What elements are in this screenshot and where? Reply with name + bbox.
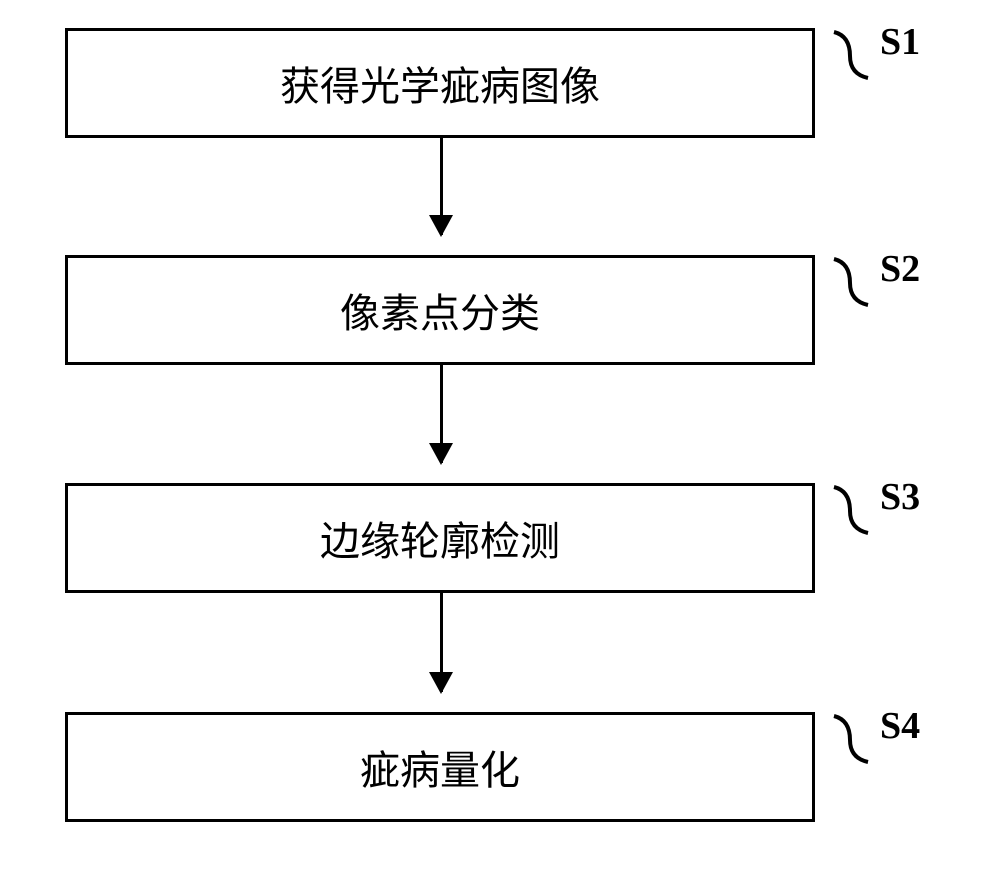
step-text-s3: 边缘轮廓检测 xyxy=(320,509,560,567)
step-box-s1: 获得光学疵病图像 xyxy=(65,28,815,138)
step-box-s3: 边缘轮廓检测 xyxy=(65,483,815,593)
arrow-3 xyxy=(440,593,443,692)
step-label-s1: S1 xyxy=(880,20,920,64)
step-text-s2: 像素点分类 xyxy=(340,281,540,339)
bracket-s4 xyxy=(832,714,870,764)
step-box-s4: 疵病量化 xyxy=(65,712,815,822)
flowchart-container: 获得光学疵病图像 S1 像素点分类 S2 边缘轮廓检测 S3 疵病量化 S4 xyxy=(0,0,1000,872)
step-text-s1: 获得光学疵病图像 xyxy=(280,54,600,112)
step-label-s3: S3 xyxy=(880,475,920,519)
bracket-s2 xyxy=(832,257,870,307)
arrow-1 xyxy=(440,138,443,235)
arrow-2 xyxy=(440,365,443,463)
bracket-s3 xyxy=(832,485,870,535)
bracket-s1 xyxy=(832,30,870,80)
step-box-s2: 像素点分类 xyxy=(65,255,815,365)
step-text-s4: 疵病量化 xyxy=(360,738,520,796)
step-label-s2: S2 xyxy=(880,247,920,291)
step-label-s4: S4 xyxy=(880,704,920,748)
